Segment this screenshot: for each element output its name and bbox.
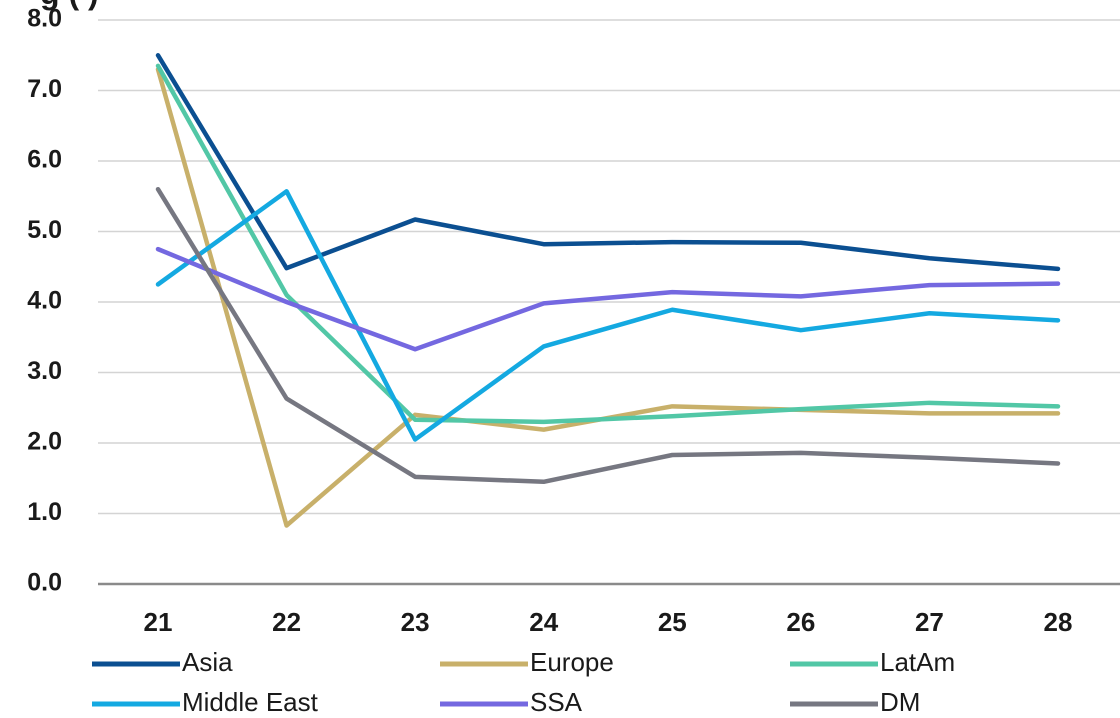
legend-label-ssa: SSA: [530, 687, 583, 717]
gridlines: [98, 19, 1120, 586]
chart-title: g ( ): [40, 0, 99, 11]
y-tick-label: 3.0: [27, 357, 62, 385]
legend: Asia Europe LatAm Middle East SSA DM: [92, 647, 955, 717]
x-tick-label: 21: [144, 607, 173, 637]
x-tick-label: 27: [915, 607, 944, 637]
series-line-ssa: [155, 246, 1061, 352]
x-tick-label: 25: [658, 607, 687, 637]
series-line-asia: [155, 53, 1061, 272]
y-tick-label: 4.0: [27, 287, 62, 315]
legend-label-dm: DM: [880, 687, 920, 717]
x-axis: 21 22 23 24 25 26 27 28: [144, 607, 1073, 637]
y-tick-label: 1.0: [27, 498, 62, 526]
x-tick-label: 26: [786, 607, 815, 637]
y-tick-label: 7.0: [27, 75, 62, 103]
series-line-dm: [155, 186, 1061, 485]
y-tick-label: 6.0: [27, 146, 62, 174]
x-tick-label: 28: [1044, 607, 1073, 637]
series-lines: [155, 53, 1061, 528]
legend-label-europe: Europe: [530, 647, 614, 677]
y-tick-label: 0.0: [27, 569, 62, 597]
x-tick-label: 22: [272, 607, 301, 637]
x-tick-label: 24: [529, 607, 558, 637]
legend-label-asia: Asia: [182, 647, 233, 677]
series-line-latam: [155, 63, 1061, 425]
y-axis: 0.0 1.0 2.0 3.0 4.0 5.0 6.0 7.0 8.0: [27, 5, 62, 597]
y-tick-label: 5.0: [27, 216, 62, 244]
legend-label-middle-east: Middle East: [182, 687, 319, 717]
y-tick-label: 2.0: [27, 428, 62, 456]
x-tick-label: 23: [401, 607, 430, 637]
legend-label-latam: LatAm: [880, 647, 955, 677]
series-line-middle-east: [155, 189, 1061, 442]
y-tick-label: 8.0: [27, 5, 62, 33]
